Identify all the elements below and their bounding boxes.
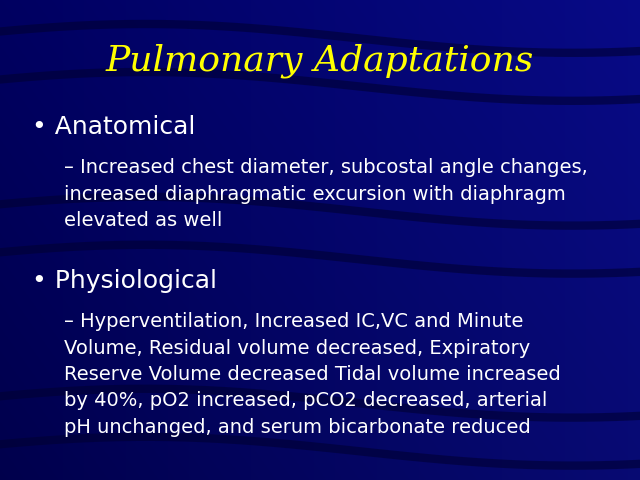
- Text: – Increased chest diameter, subcostal angle changes,
increased diaphragmatic exc: – Increased chest diameter, subcostal an…: [64, 158, 588, 230]
- Text: Pulmonary Adaptations: Pulmonary Adaptations: [106, 43, 534, 78]
- Text: – Hyperventilation, Increased IC,VC and Minute
Volume, Residual volume decreased: – Hyperventilation, Increased IC,VC and …: [64, 312, 561, 437]
- Text: • Physiological: • Physiological: [32, 269, 217, 293]
- Text: • Anatomical: • Anatomical: [32, 115, 195, 139]
